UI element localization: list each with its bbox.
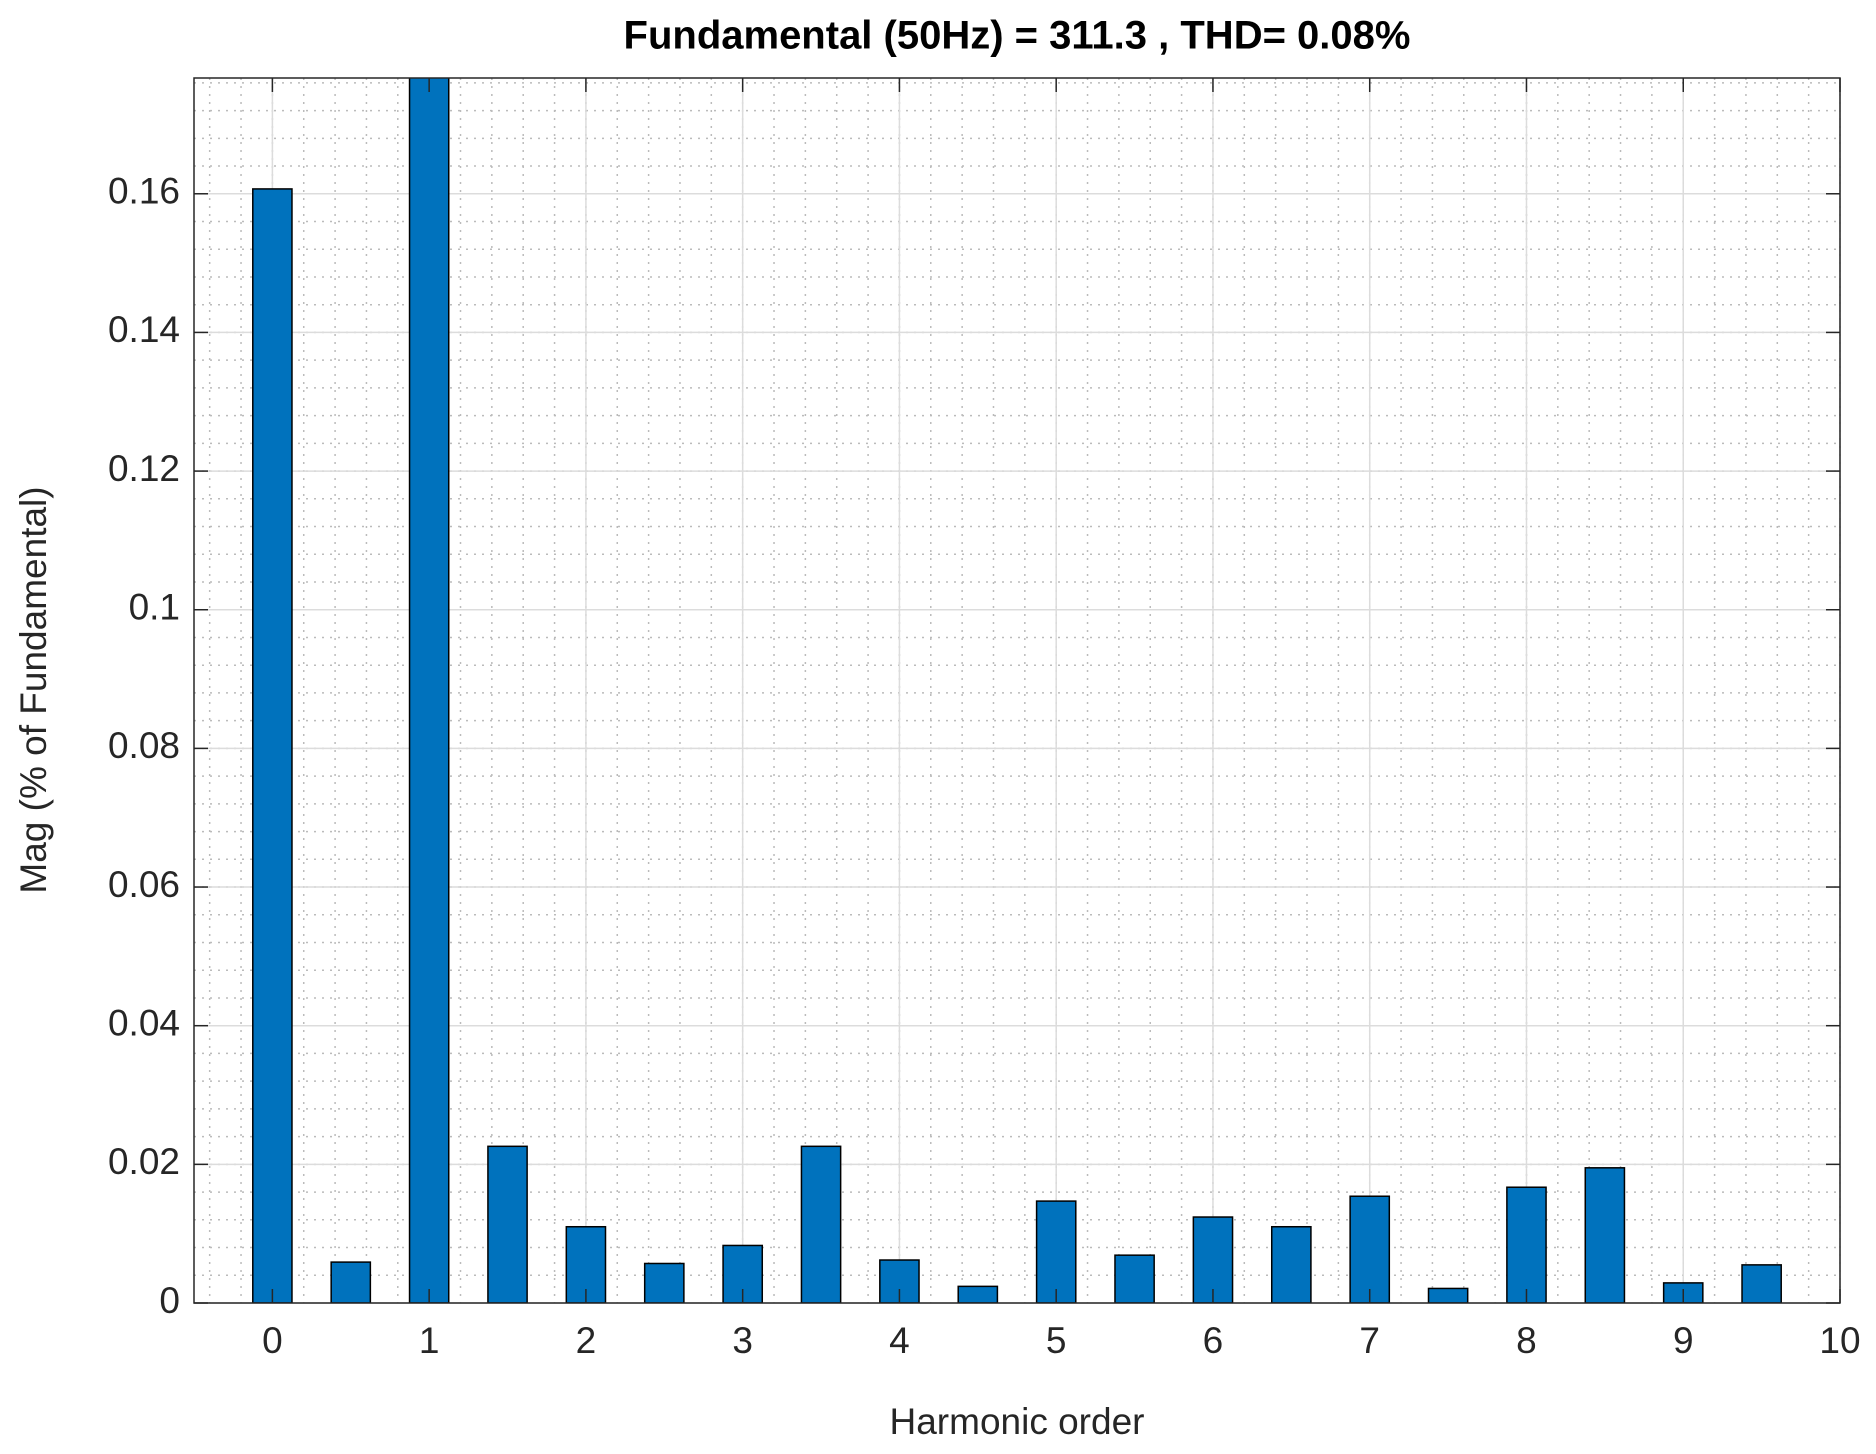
y-tick-label: 0.1 <box>129 587 180 628</box>
y-tick-label: 0.14 <box>108 309 180 350</box>
bar <box>252 188 293 1303</box>
x-tick-label: 1 <box>419 1320 440 1361</box>
bar <box>1270 1225 1312 1303</box>
y-tick-label: 0.08 <box>108 725 180 766</box>
bar <box>1114 1254 1155 1303</box>
bar <box>1741 1264 1782 1303</box>
x-tick-label: 3 <box>732 1320 753 1361</box>
bar <box>408 78 450 1303</box>
x-tick-label: 7 <box>1359 1320 1380 1361</box>
plot-area <box>194 78 1840 1303</box>
bar <box>487 1145 528 1303</box>
x-tick-label: 4 <box>889 1320 910 1361</box>
x-tick-label: 5 <box>1046 1320 1067 1361</box>
bar <box>330 1261 372 1303</box>
x-tick-label: 9 <box>1673 1320 1694 1361</box>
x-tick-label: 6 <box>1203 1320 1224 1361</box>
y-tick-label: 0 <box>159 1280 180 1321</box>
y-tick-label: 0.04 <box>108 1002 180 1043</box>
bar <box>957 1285 999 1303</box>
bar <box>1584 1167 1626 1303</box>
x-axis-label: Harmonic order <box>890 1401 1145 1442</box>
x-tick-label: 8 <box>1516 1320 1537 1361</box>
axes: 0 1 2 3 4 5 6 7 8 9 10 0 0.02 0.04 0.06 0.08 0.1 0.12 0.14… <box>108 77 1861 1361</box>
y-tick-label: 0.06 <box>108 864 180 905</box>
y-tick-label: 0.12 <box>108 448 180 489</box>
bar <box>643 1262 685 1303</box>
bar <box>1035 1200 1077 1303</box>
bar <box>1349 1195 1391 1303</box>
y-tick-label: 0.02 <box>108 1141 180 1182</box>
bar <box>800 1145 842 1303</box>
x-tick-label: 2 <box>576 1320 597 1361</box>
chart-title: Fundamental (50Hz) = 311.3 , THD= 0.08% <box>624 14 1411 58</box>
bar <box>1506 1186 1547 1303</box>
y-axis-label: Mag (% of Fundamental) <box>13 486 54 893</box>
x-tick-label: 10 <box>1819 1320 1860 1361</box>
y-tick-label: 0.16 <box>108 171 180 212</box>
x-tick-label: 0 <box>262 1320 283 1361</box>
bar <box>1427 1287 1469 1303</box>
axes-box <box>193 77 1841 1304</box>
bars <box>252 78 1782 1303</box>
